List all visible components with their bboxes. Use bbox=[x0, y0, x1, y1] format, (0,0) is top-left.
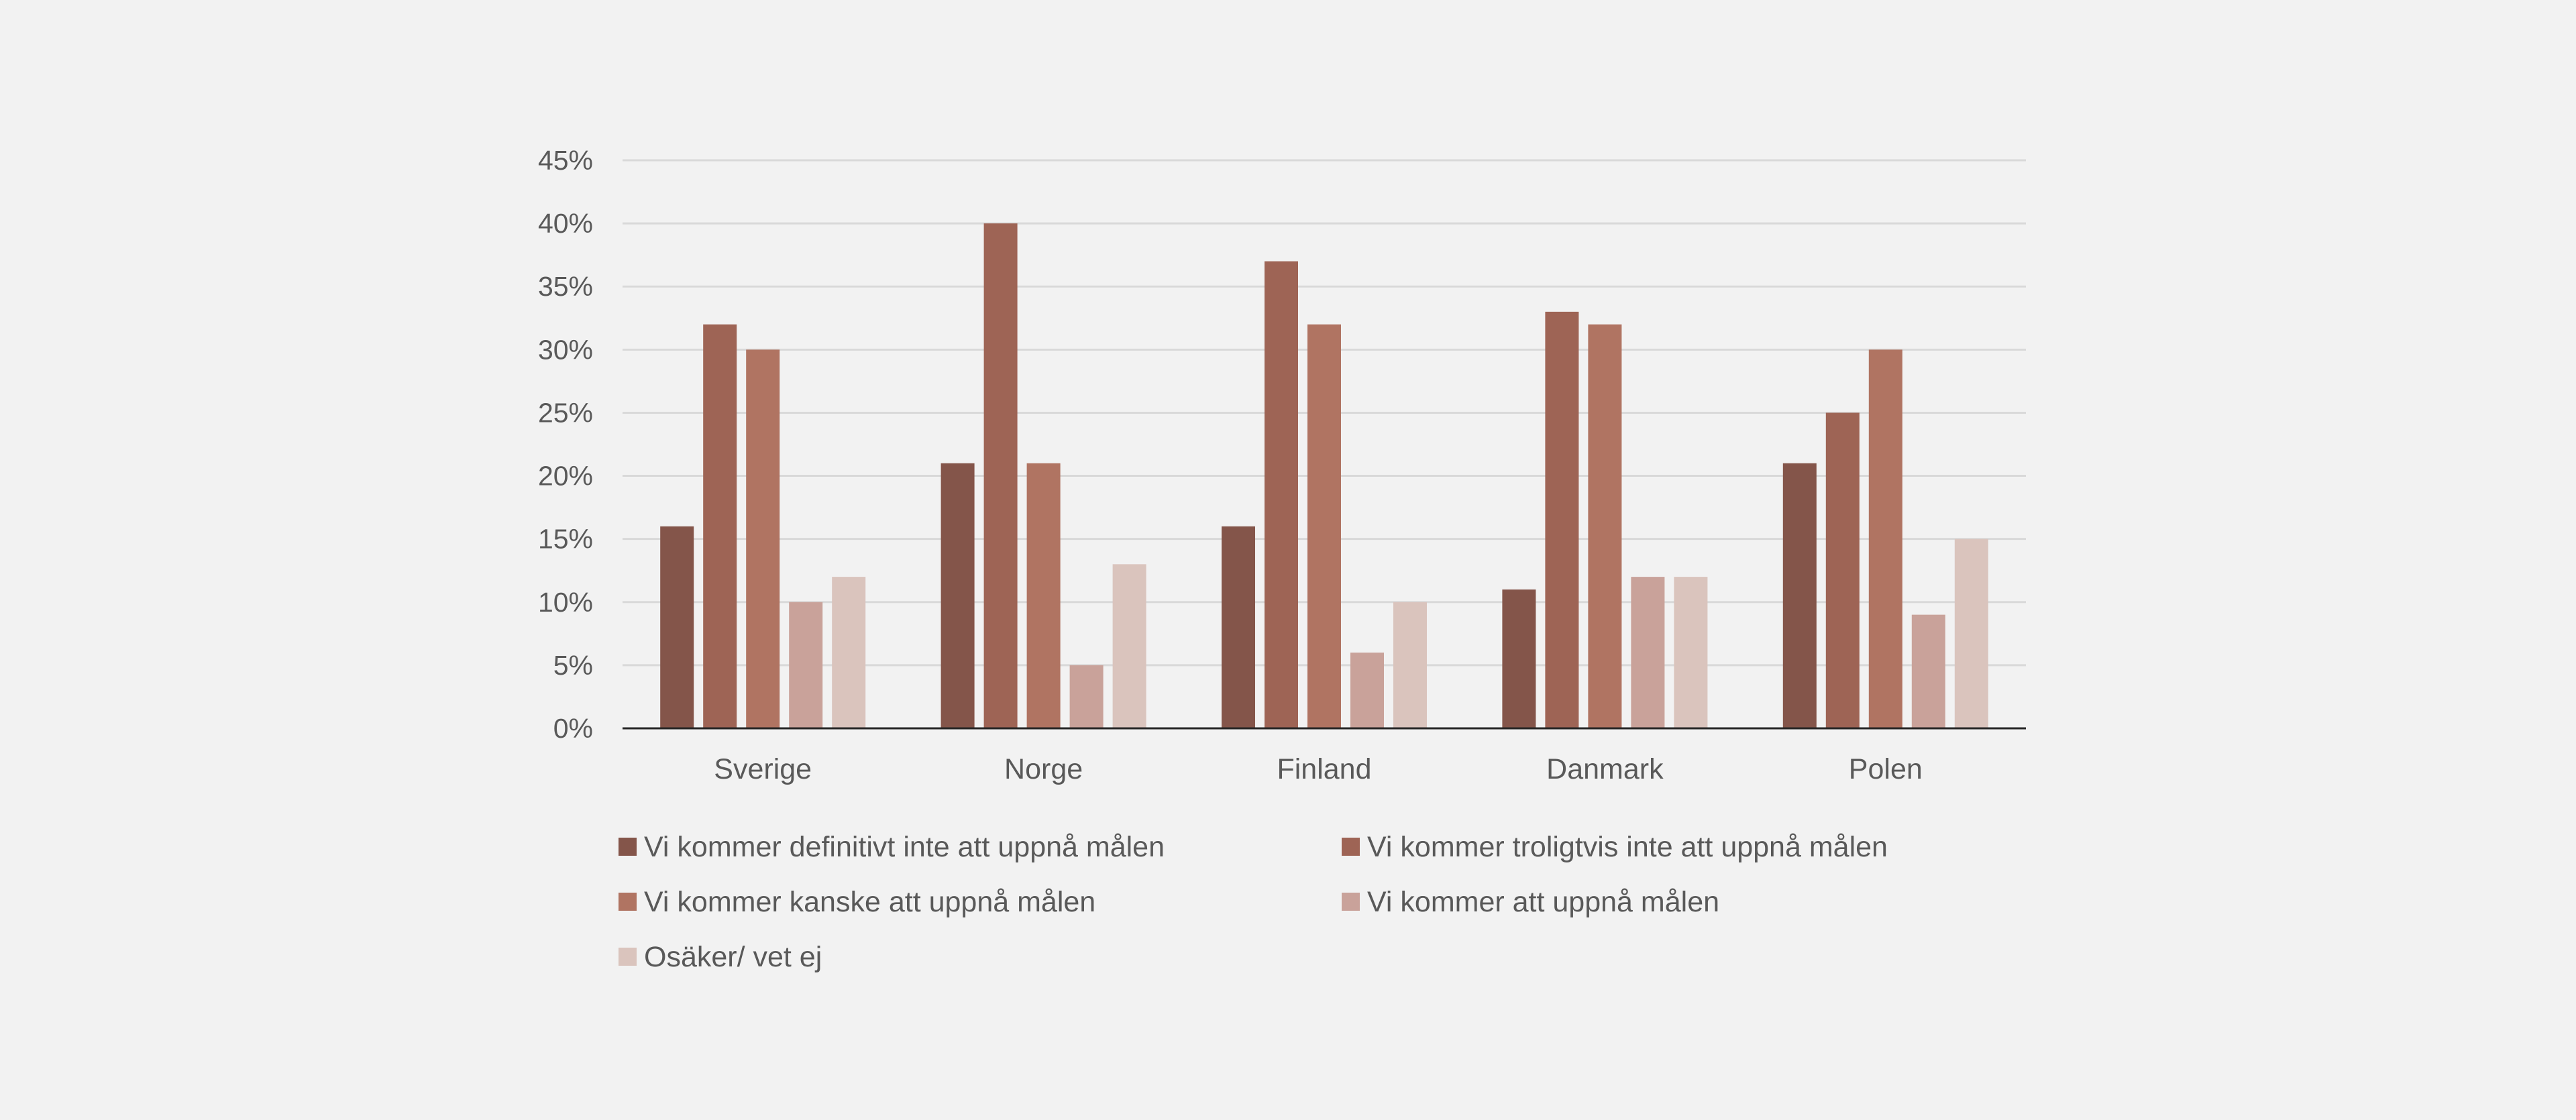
x-category-label: Polen bbox=[1849, 753, 1923, 785]
legend: Vi kommer definitivt inte att uppnå måle… bbox=[619, 831, 1888, 973]
bar bbox=[1631, 577, 1665, 728]
bar bbox=[1868, 349, 1902, 728]
x-category-label: Sverige bbox=[714, 753, 812, 785]
legend-swatch bbox=[619, 893, 637, 911]
x-category-label: Danmark bbox=[1546, 753, 1664, 785]
bar bbox=[1954, 539, 1988, 728]
bar bbox=[746, 349, 780, 728]
bar bbox=[1588, 324, 1622, 728]
x-category-label: Finland bbox=[1277, 753, 1371, 785]
y-tick-label: 20% bbox=[538, 461, 593, 492]
bar bbox=[1112, 564, 1146, 728]
bar bbox=[941, 463, 975, 728]
y-tick-label: 10% bbox=[538, 587, 593, 618]
legend-label: Vi kommer att uppnå målen bbox=[1367, 886, 1719, 918]
bar bbox=[1545, 311, 1579, 728]
y-tick-label: 5% bbox=[553, 650, 593, 681]
bar bbox=[832, 577, 866, 728]
bar bbox=[789, 602, 823, 728]
legend-label: Vi kommer kanske att uppnå målen bbox=[644, 886, 1095, 918]
bar bbox=[1026, 463, 1061, 728]
bar bbox=[703, 324, 737, 728]
bar bbox=[1825, 412, 1860, 728]
bar bbox=[1069, 665, 1104, 728]
y-tick-label: 40% bbox=[538, 208, 593, 239]
bar bbox=[1222, 526, 1255, 728]
y-tick-label: 0% bbox=[553, 713, 593, 744]
legend-swatch bbox=[1342, 838, 1360, 856]
bar bbox=[1265, 261, 1298, 729]
legend-swatch bbox=[619, 838, 637, 856]
y-tick-label: 25% bbox=[538, 397, 593, 428]
bar bbox=[1782, 463, 1817, 728]
legend-label: Vi kommer troligtvis inte att uppnå måle… bbox=[1367, 831, 1888, 863]
bar bbox=[1911, 614, 1945, 728]
bar bbox=[1674, 577, 1708, 728]
legend-label: Osäker/ vet ej bbox=[644, 941, 822, 973]
bar bbox=[1307, 324, 1341, 728]
x-axis: Sverige Norge Finland Danmark Polen bbox=[623, 727, 2026, 785]
y-tick-label: 30% bbox=[538, 334, 593, 365]
legend-label: Vi kommer definitivt inte att uppnå måle… bbox=[644, 831, 1165, 863]
bar bbox=[1393, 602, 1427, 728]
x-category-label: Norge bbox=[1004, 753, 1083, 785]
bar bbox=[660, 526, 694, 728]
legend-swatch bbox=[619, 948, 637, 966]
bars bbox=[660, 223, 1988, 729]
y-axis: 0% 5% 10% 15% 20% 25% 30% 35% 40% 45% bbox=[538, 145, 593, 744]
y-tick-label: 15% bbox=[538, 524, 593, 555]
bar bbox=[1502, 589, 1536, 728]
bar bbox=[983, 223, 1018, 729]
legend-swatch bbox=[1342, 893, 1360, 911]
y-tick-label: 35% bbox=[538, 271, 593, 302]
y-tick-label: 45% bbox=[538, 145, 593, 176]
bar bbox=[1350, 653, 1384, 728]
